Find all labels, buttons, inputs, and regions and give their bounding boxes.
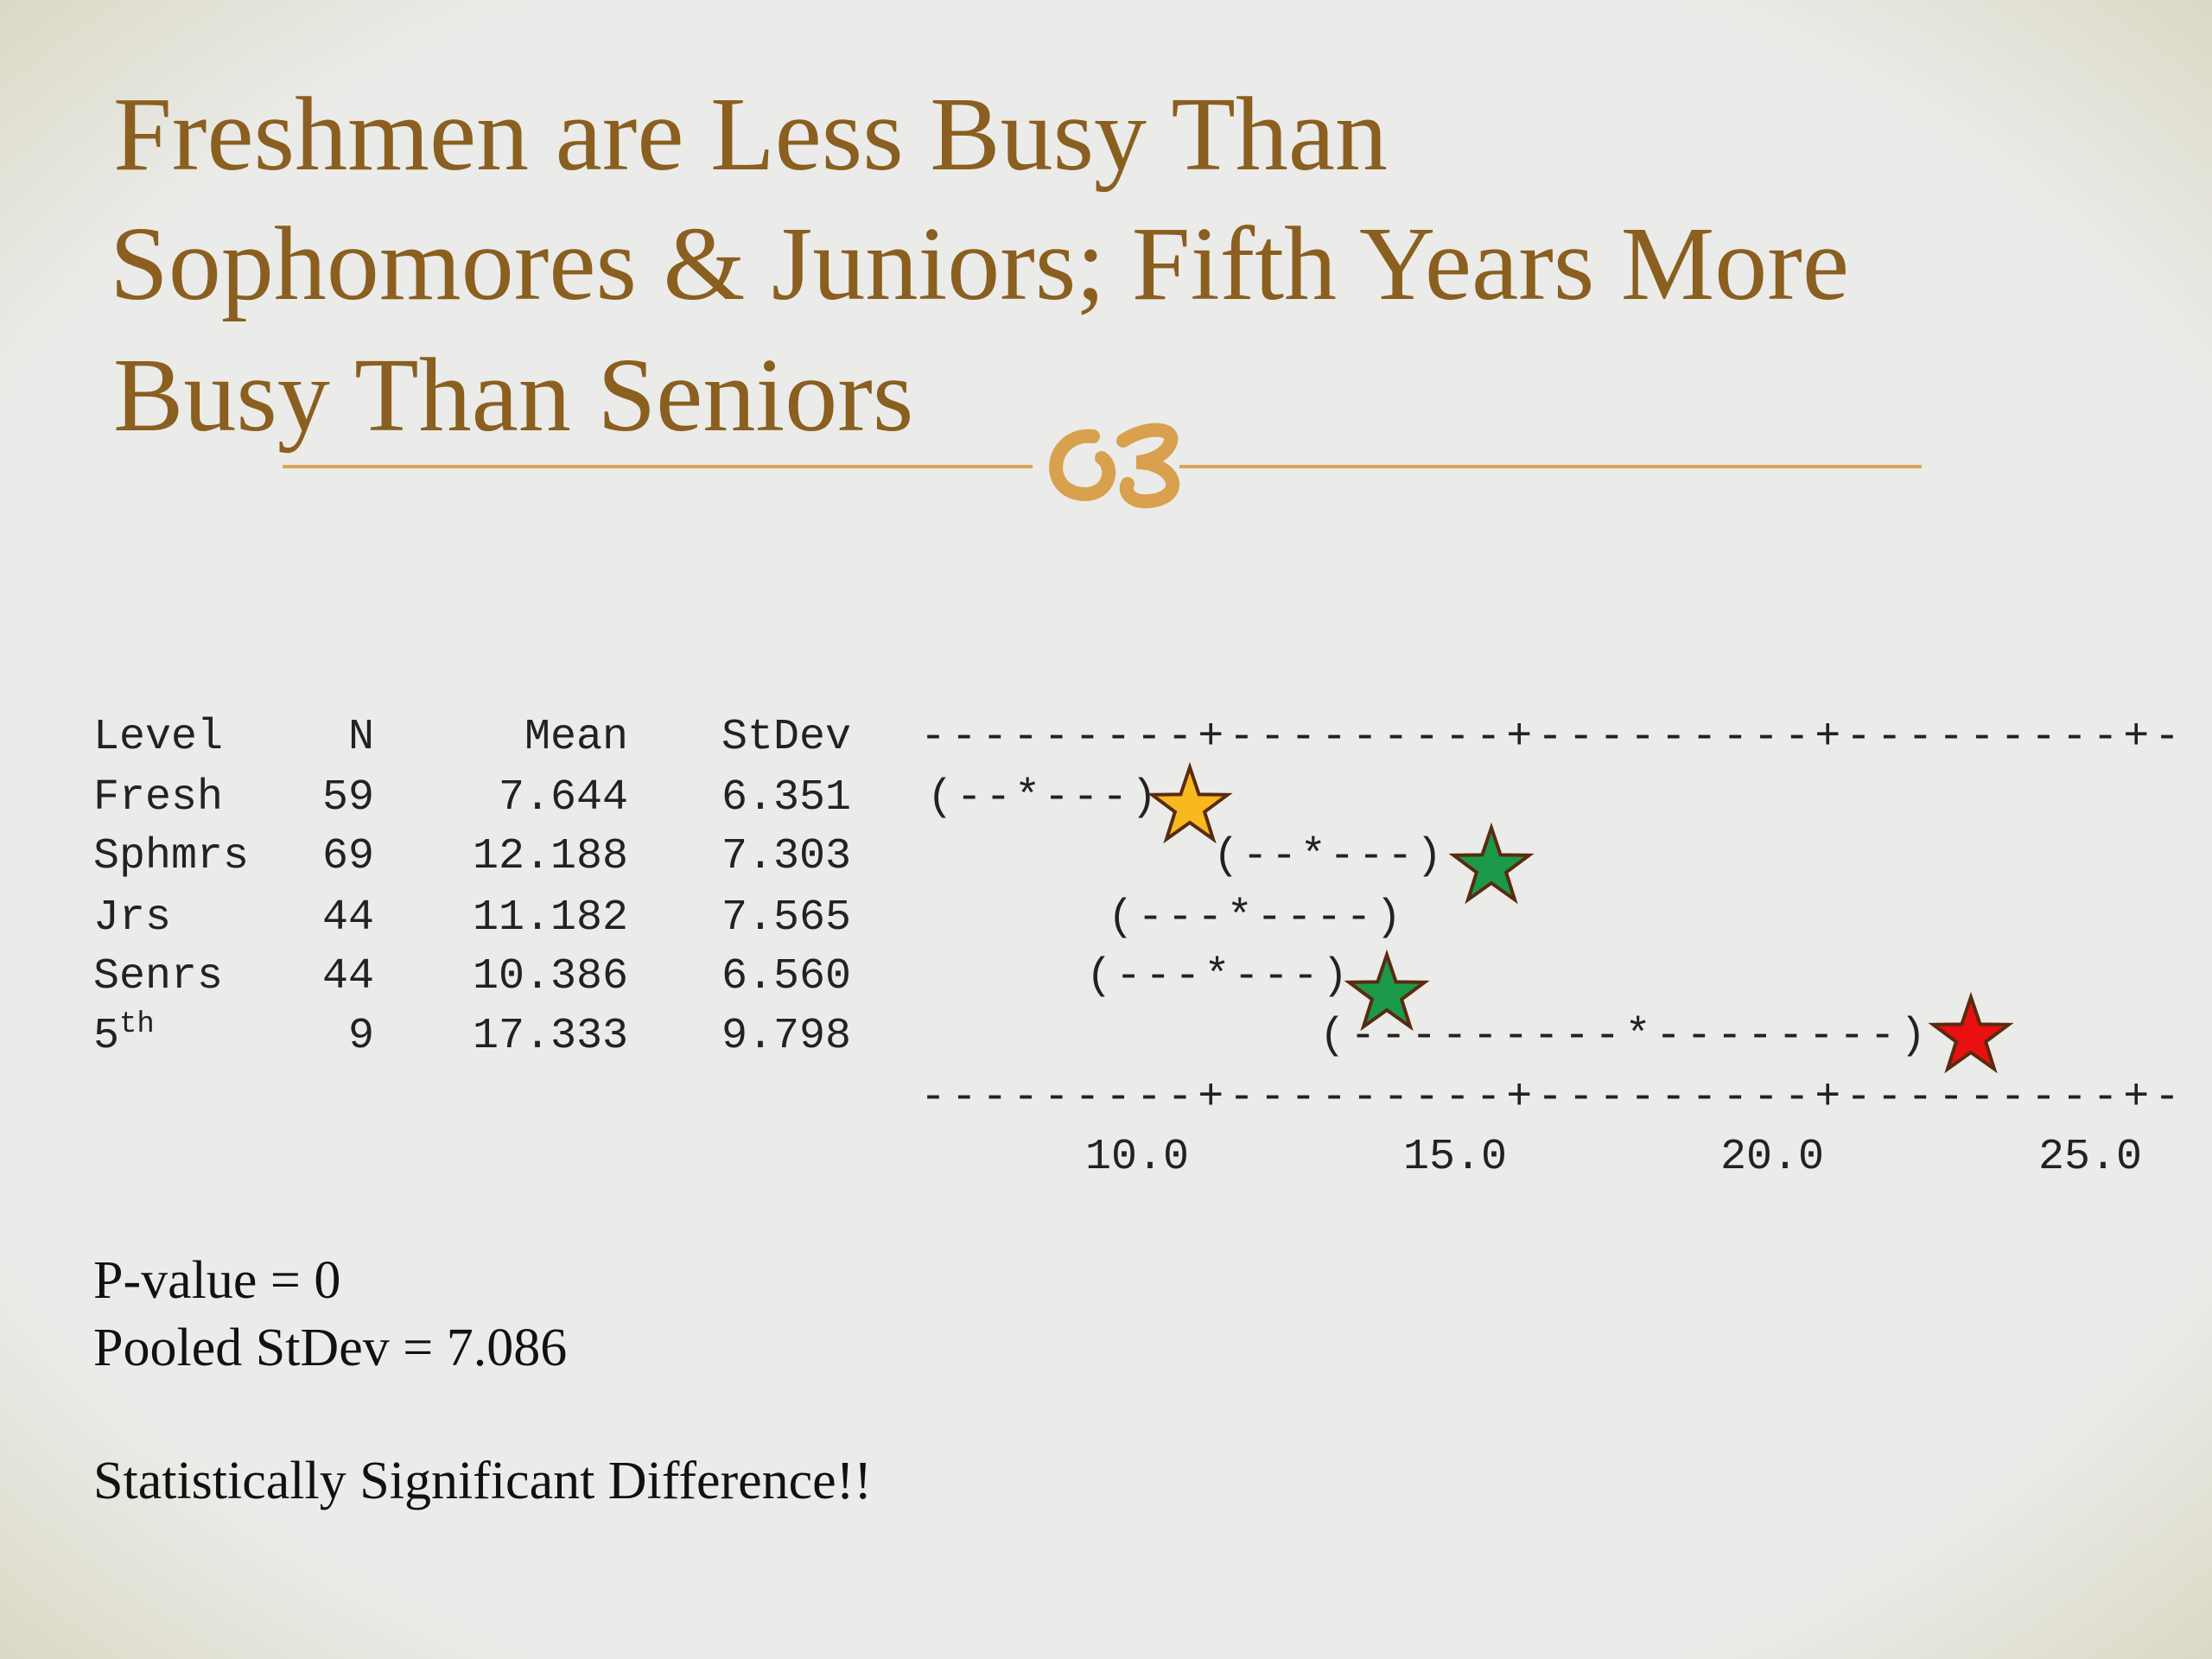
axis-label: 15.0 xyxy=(1403,1133,1507,1182)
header-cell: N xyxy=(348,713,374,762)
title-line: Sophomores & Juniors; Fifth Years More xyxy=(110,206,1849,322)
cell: 69 xyxy=(322,832,374,881)
footer-line: P-value = 0 xyxy=(93,1251,340,1310)
cell: Jrs xyxy=(93,893,171,943)
cell-superscript: th xyxy=(119,1008,155,1041)
ornament xyxy=(1049,423,1180,509)
header-cell: StDev xyxy=(721,713,851,762)
header-cell: Mean xyxy=(524,713,628,762)
axis-label: 20.0 xyxy=(1720,1133,1824,1182)
cell: 59 xyxy=(322,773,374,823)
rule: ---------+---------+---------+---------+… xyxy=(920,713,2180,762)
cell: 5th xyxy=(93,1008,155,1061)
cell-base: 5 xyxy=(93,1012,119,1061)
header-cell: Level xyxy=(93,713,223,762)
axis-label: 10.0 xyxy=(1085,1133,1189,1182)
cell: 12.188 xyxy=(473,832,628,881)
cell: 6.560 xyxy=(721,952,851,1001)
conclusion: Statistically Significant Difference!! xyxy=(93,1452,872,1510)
cell: Fresh xyxy=(93,773,223,823)
footer-line: Pooled StDev = 7.086 xyxy=(93,1319,567,1377)
interval-plot: ---------+---------+---------+---------+… xyxy=(920,713,2180,1182)
cell: 9.798 xyxy=(721,1012,851,1061)
cell: Senrs xyxy=(93,952,223,1001)
title-line: Busy Than Seniors xyxy=(113,337,913,454)
rule: ---------+---------+---------+---------+… xyxy=(920,1073,2180,1122)
interval: (---*---) xyxy=(1086,952,1348,1001)
title-line: Freshmen are Less Busy Than xyxy=(113,76,1388,193)
cell: Sphmrs xyxy=(93,832,249,881)
cell: 7.303 xyxy=(721,832,851,881)
cell: 7.644 xyxy=(499,773,628,823)
cell: 9 xyxy=(348,1012,374,1061)
axis-label: 25.0 xyxy=(2038,1133,2142,1182)
cell: 7.565 xyxy=(721,893,851,943)
cell: 11.182 xyxy=(473,893,628,943)
cell: 6.351 xyxy=(721,773,851,823)
cell: 44 xyxy=(322,893,374,943)
cell: 44 xyxy=(322,952,374,1001)
cell: 10.386 xyxy=(473,952,628,1001)
cell: 17.333 xyxy=(473,1012,628,1061)
